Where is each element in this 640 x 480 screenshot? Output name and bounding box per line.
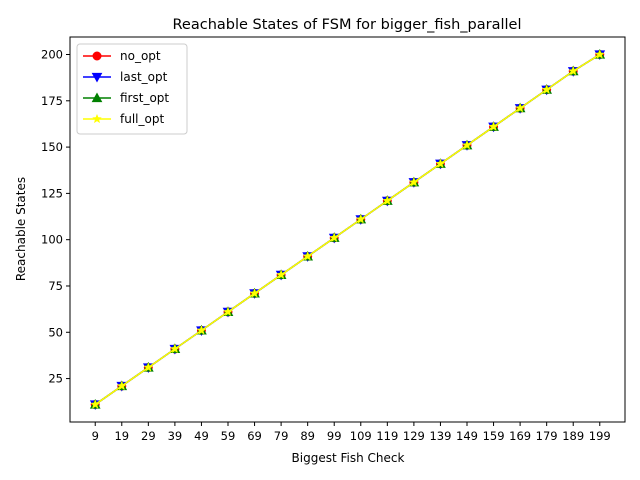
- legend-marker: [91, 92, 103, 103]
- y-tick-label: 50: [48, 325, 63, 339]
- legend-item-no_opt: no_opt: [83, 49, 161, 63]
- x-tick-label: 119: [376, 429, 398, 443]
- data-point-full_opt: [541, 84, 552, 94]
- legend-marker: [92, 113, 102, 124]
- legend-item-first_opt: first_opt: [83, 91, 169, 105]
- data-point-full_opt: [196, 325, 207, 335]
- x-tick-label: 109: [350, 429, 372, 443]
- x-tick-label: 139: [429, 429, 451, 443]
- x-tick-label: 159: [483, 429, 505, 443]
- x-tick-label: 179: [536, 429, 558, 443]
- legend-marker: [92, 51, 102, 61]
- y-tick-label: 25: [48, 372, 63, 386]
- plot-area: [89, 48, 606, 411]
- data-point-full_opt: [116, 380, 127, 391]
- legend-marker: [91, 72, 103, 83]
- data-point-full_opt: [462, 140, 472, 150]
- y-tick-label: 125: [41, 186, 63, 200]
- legend-label: last_opt: [120, 70, 168, 84]
- data-point-full_opt: [488, 121, 499, 131]
- x-tick-label: 29: [141, 429, 156, 443]
- x-axis-label: Biggest Fish Check: [292, 451, 405, 465]
- x-tick-label: 69: [247, 429, 262, 443]
- x-tick-label: 79: [274, 429, 289, 443]
- data-point-full_opt: [223, 306, 233, 317]
- legend-label: first_opt: [120, 91, 169, 105]
- legend-box: [76, 43, 188, 135]
- data-point-full_opt: [276, 269, 287, 280]
- x-tick-label: 89: [300, 429, 315, 443]
- legend-label: full_opt: [120, 112, 164, 126]
- data-point-full_opt: [169, 343, 180, 354]
- data-point-full_opt: [594, 49, 605, 59]
- y-tick-label: 200: [41, 48, 63, 62]
- x-tick-label: 59: [221, 429, 236, 443]
- axis-ticks: 9 19 29 39 49 59 69 79 89 99 109 119 129 139 149 159 169…: [41, 48, 611, 444]
- legend-label: no_opt: [120, 49, 161, 63]
- y-tick-label: 100: [41, 233, 63, 247]
- y-axis-label: Reachable States: [14, 177, 28, 281]
- y-tick-label: 150: [41, 140, 63, 154]
- series-full_opt: [90, 49, 605, 409]
- data-point-full_opt: [408, 177, 419, 187]
- x-tick-label: 9: [92, 429, 99, 443]
- x-tick-label: 149: [456, 429, 478, 443]
- x-tick-label: 19: [114, 429, 129, 443]
- data-point-full_opt: [435, 158, 446, 168]
- plot-frame: [69, 36, 626, 423]
- chart-title: Reachable States of FSM for bigger_fish_…: [173, 17, 522, 33]
- x-tick-label: 129: [403, 429, 425, 443]
- x-tick-label: 199: [589, 429, 611, 443]
- data-point-full_opt: [355, 214, 366, 224]
- x-tick-label: 189: [562, 429, 584, 443]
- data-point-full_opt: [329, 232, 340, 243]
- data-point-full_opt: [382, 195, 393, 206]
- x-tick-label: 49: [194, 429, 209, 443]
- legend-item-full_opt: full_opt: [83, 112, 164, 126]
- data-point-full_opt: [568, 65, 579, 76]
- data-point-full_opt: [143, 362, 154, 372]
- data-point-full_opt: [515, 102, 526, 113]
- x-tick-label: 39: [168, 429, 183, 443]
- data-point-full_opt: [249, 288, 260, 298]
- data-point-full_opt: [90, 399, 101, 409]
- data-point-full_opt: [302, 251, 313, 261]
- legend: no_opt last_opt first_opt full_opt: [76, 43, 188, 135]
- legend-item-last_opt: last_opt: [83, 70, 168, 84]
- y-tick-label: 175: [41, 94, 63, 108]
- y-tick-label: 75: [48, 279, 63, 293]
- series-line-full_opt: [94, 53, 601, 406]
- x-tick-label: 169: [509, 429, 531, 443]
- x-tick-label: 99: [327, 429, 342, 443]
